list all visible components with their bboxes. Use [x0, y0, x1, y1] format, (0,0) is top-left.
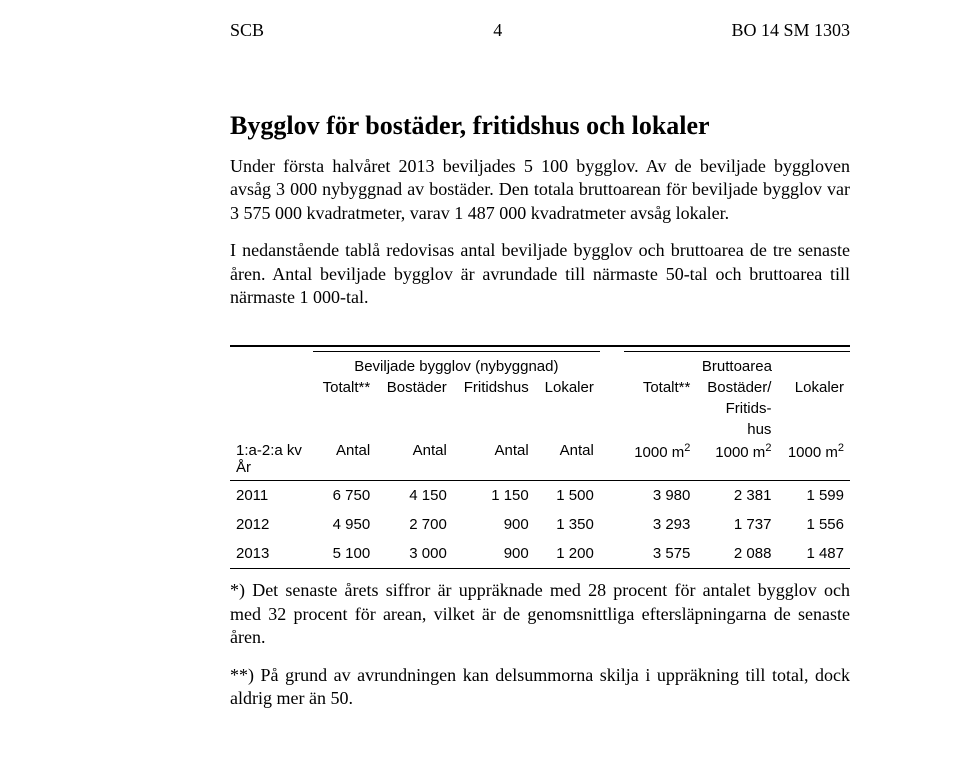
page-title: Bygglov för bostäder, fritidshus och lok…	[230, 111, 850, 141]
table-row: 2012 4 950 2 700 900 1 350 3 293 1 737 1…	[230, 510, 850, 539]
col-totalt-2: Totalt**	[624, 377, 697, 398]
row-label-1: 1:a-2:a kv	[236, 442, 302, 459]
page-header: SCB 4 BO 14 SM 1303	[230, 20, 850, 41]
col-lokaler-1: Lokaler	[535, 377, 600, 398]
row-label-2: År	[236, 459, 251, 476]
table-row: 2011 6 750 4 150 1 150 1 500 3 980 2 381…	[230, 481, 850, 511]
paragraph-1: Under första halvåret 2013 beviljades 5 …	[230, 155, 850, 225]
unit-m2-3: 1000 m2	[777, 440, 850, 481]
col-bostader: Bostäder	[376, 377, 453, 398]
header-center: 4	[493, 20, 502, 41]
paragraph-2: I nedanstående tablå redovisas antal bev…	[230, 239, 850, 309]
unit-m2-1: 1000 m2	[624, 440, 697, 481]
col-lokaler-2: Lokaler	[777, 377, 850, 398]
col-bostader-fritidshus-3: hus	[696, 419, 777, 440]
col-totalt-1: Totalt**	[313, 377, 376, 398]
unit-antal-3: Antal	[453, 440, 535, 481]
col-bostader-fritidshus: Bostäder/	[696, 377, 777, 398]
unit-antal-2: Antal	[376, 440, 453, 481]
footnote-2: **) På grund av avrundningen kan delsumm…	[230, 664, 850, 711]
footnote-1: *) Det senaste årets siffror är uppräkna…	[230, 579, 850, 649]
col-bostader-fritidshus-2: Fritids-	[696, 398, 777, 419]
header-left: SCB	[230, 20, 264, 41]
header-right: BO 14 SM 1303	[731, 20, 850, 41]
group-header-bygglov: Beviljade bygglov (nybyggnad)	[313, 352, 600, 378]
table-row: 2013 5 100 3 000 900 1 200 3 575 2 088 1…	[230, 539, 850, 569]
group-header-bruttoarea: Bruttoarea	[624, 352, 850, 378]
col-fritidshus: Fritidshus	[453, 377, 535, 398]
unit-antal-1: Antal	[313, 440, 376, 481]
unit-m2-2: 1000 m2	[696, 440, 777, 481]
data-table: Beviljade bygglov (nybyggnad) Bruttoarea…	[230, 345, 850, 710]
unit-antal-4: Antal	[535, 440, 600, 481]
